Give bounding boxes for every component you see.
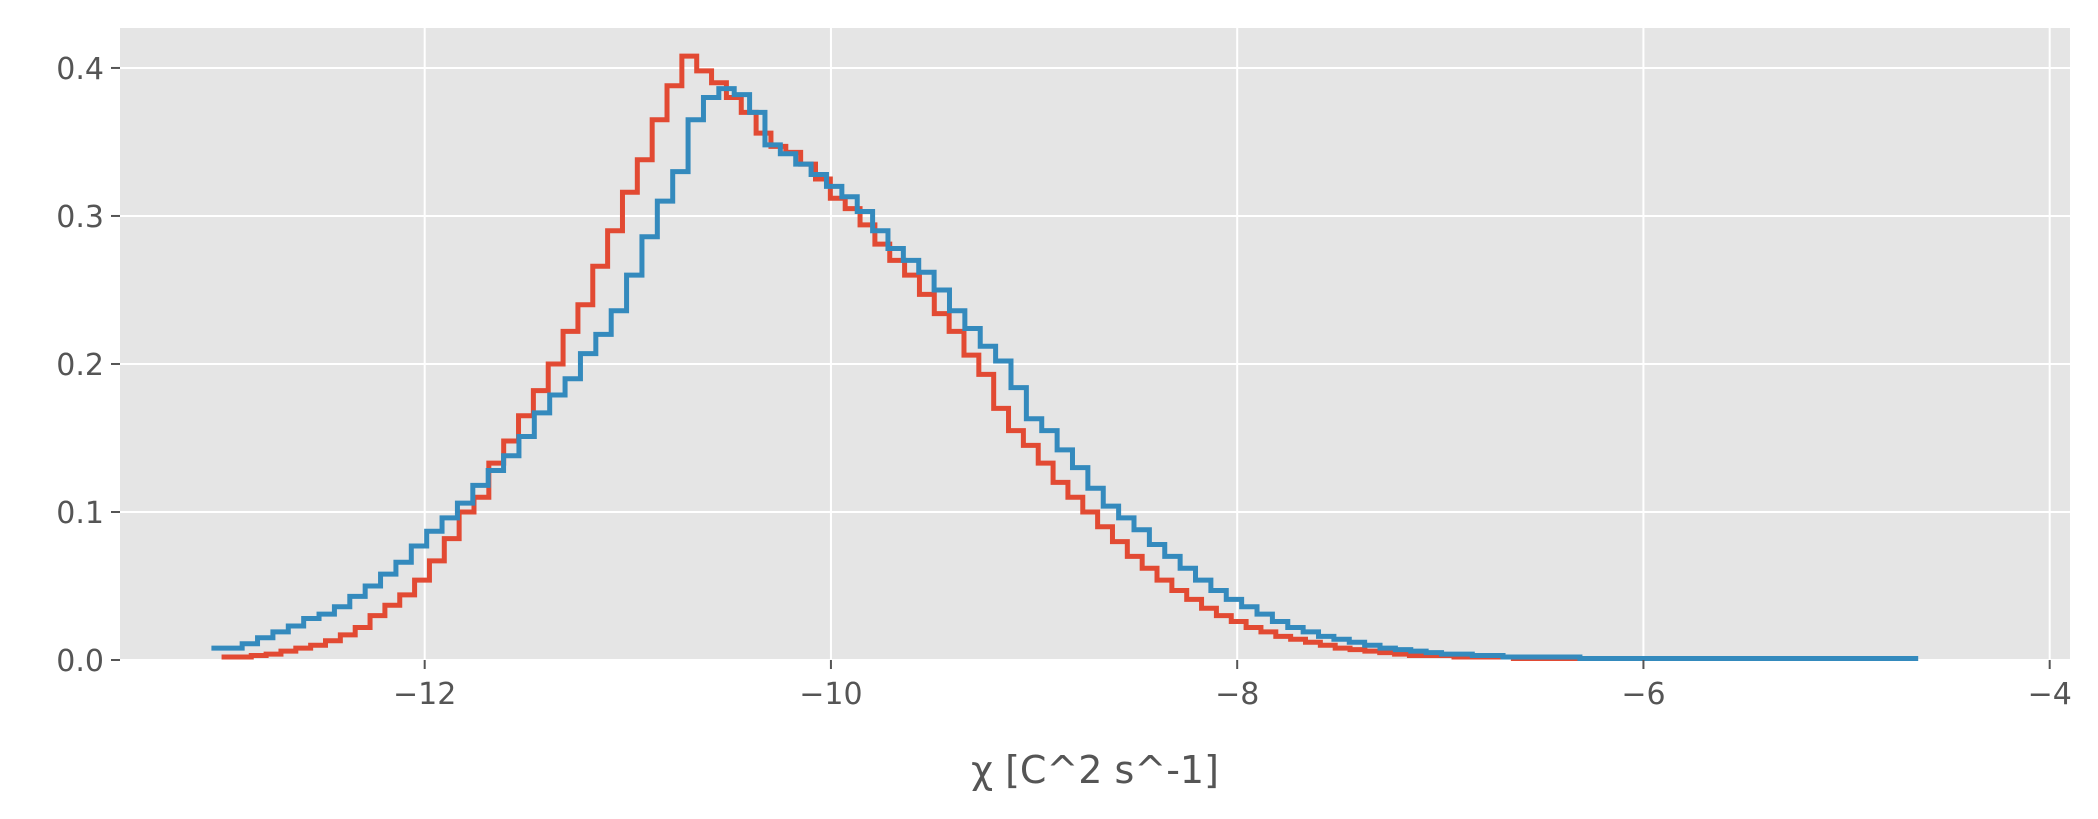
x-tick-label: −8 bbox=[1215, 677, 1259, 712]
y-tick-label: 0.4 bbox=[56, 52, 104, 87]
axes-layer: −12 −10 −8 −6 −4 0.0 0.1 0.2 0.3 0.4 bbox=[56, 52, 2072, 712]
x-axis-label: χ [C^2 s^-1] bbox=[971, 748, 1219, 792]
series-layer bbox=[211, 53, 1919, 662]
x-tick-label: −4 bbox=[2028, 677, 2072, 712]
x-tick-label: −10 bbox=[799, 677, 862, 712]
plot-background bbox=[120, 28, 2070, 660]
x-tick-label: −6 bbox=[1621, 677, 1665, 712]
y-tick-label: 0.1 bbox=[56, 496, 104, 531]
series-2-histogram bbox=[211, 86, 1919, 662]
x-tick-label: −12 bbox=[393, 677, 456, 712]
y-tick-label: 0.2 bbox=[56, 348, 104, 383]
y-tick-label: 0.0 bbox=[56, 644, 104, 679]
y-tick-label: 0.3 bbox=[56, 200, 104, 235]
